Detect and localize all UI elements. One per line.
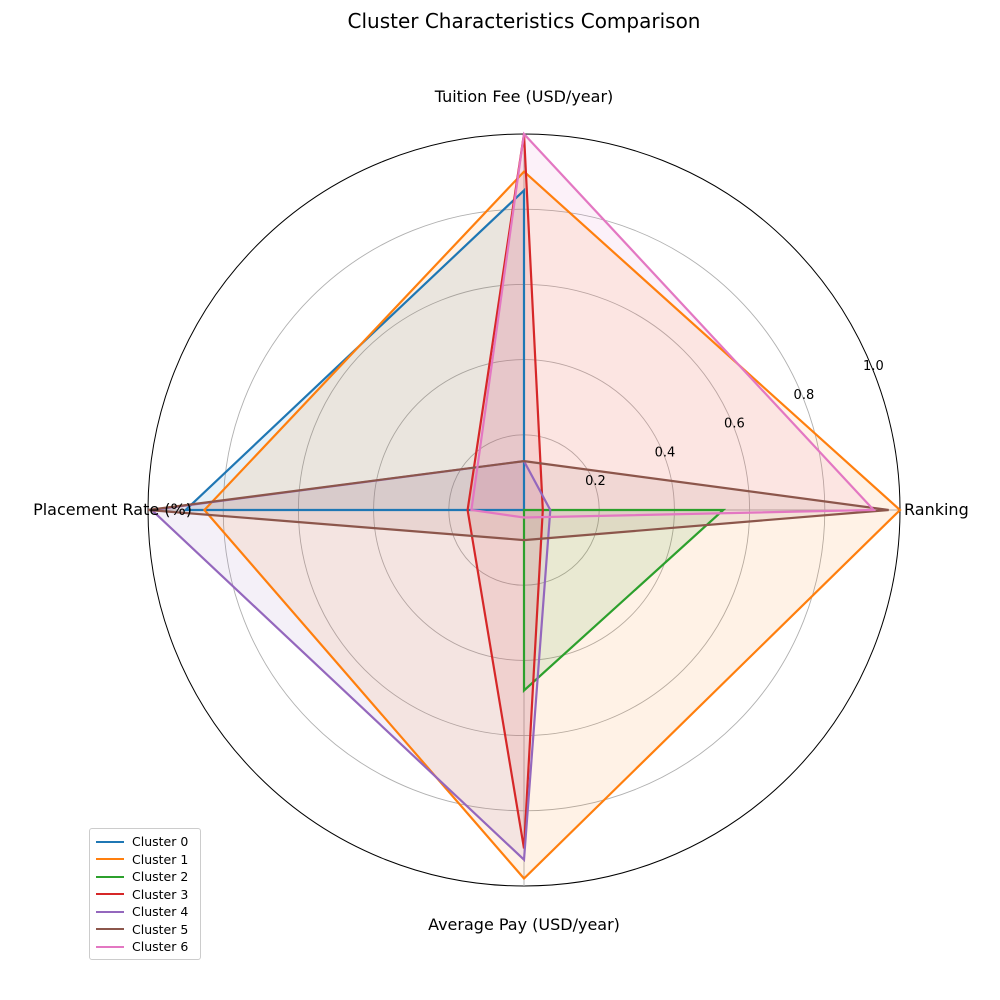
legend-swatch xyxy=(96,928,124,931)
series-fill-cluster-6 xyxy=(471,134,874,518)
series-line-cluster-1 xyxy=(202,170,902,881)
legend-swatch xyxy=(96,858,124,861)
legend-label: Cluster 1 xyxy=(132,851,189,867)
legend-swatch xyxy=(96,875,124,878)
radial-tick-label: 0.8 xyxy=(794,388,815,403)
legend-item: Cluster 4 xyxy=(96,903,194,921)
chart-title: Cluster Characteristics Comparison xyxy=(348,9,701,33)
legend-label: Cluster 3 xyxy=(132,886,189,902)
series-fill-cluster-4 xyxy=(151,461,551,860)
legend-item: Cluster 1 xyxy=(96,851,194,869)
legend-label: Cluster 4 xyxy=(132,904,189,920)
series-fill-cluster-1 xyxy=(204,171,900,879)
series-line-cluster-6 xyxy=(470,131,877,519)
radial-tick-label: 0.6 xyxy=(724,417,745,432)
series-line-cluster-2 xyxy=(522,508,727,693)
radial-tick-labels: 0.2 0.4 0.6 0.8 1.0 xyxy=(585,359,884,489)
legend-item: Cluster 3 xyxy=(96,886,194,904)
legend-swatch xyxy=(96,910,124,913)
series-line-cluster-5 xyxy=(147,459,889,542)
axis-label-average-pay: Average Pay (USD/year) xyxy=(428,915,620,934)
axis-label-placement-rate: Placement Rate (%) xyxy=(33,500,192,519)
series-fill-cluster-5 xyxy=(148,461,889,541)
legend-label: Cluster 0 xyxy=(132,834,189,850)
radial-tick-label: 0.4 xyxy=(655,445,676,460)
legend-item: Cluster 6 xyxy=(96,938,194,956)
legend-item: Cluster 5 xyxy=(96,921,194,939)
series-lines xyxy=(147,131,902,881)
axis-label-ranking: Ranking xyxy=(904,500,969,519)
legend-label: Cluster 2 xyxy=(132,869,189,885)
radial-tick-label: 0.2 xyxy=(585,474,606,489)
legend-swatch xyxy=(96,893,124,896)
legend-label: Cluster 5 xyxy=(132,921,189,937)
axis-label-tuition-fee: Tuition Fee (USD/year) xyxy=(434,87,614,106)
legend-item: Cluster 0 xyxy=(96,833,194,851)
legend-swatch xyxy=(96,840,124,843)
legend-swatch xyxy=(96,945,124,948)
axis-labels: Tuition Fee (USD/year) Ranking Average P… xyxy=(33,87,969,934)
legend-item: Cluster 2 xyxy=(96,868,194,886)
radial-tick-label: 1.0 xyxy=(863,359,884,374)
legend-label: Cluster 6 xyxy=(132,939,189,955)
legend: Cluster 0 Cluster 1 Cluster 2 Cluster 3 Clus… xyxy=(89,828,201,960)
